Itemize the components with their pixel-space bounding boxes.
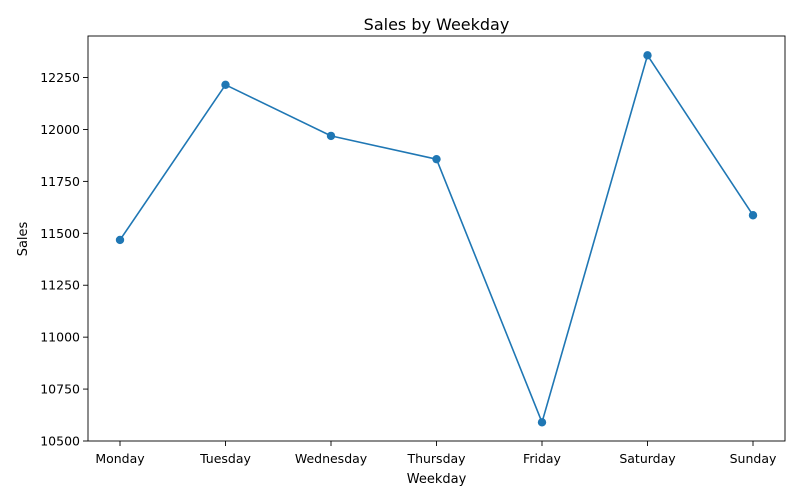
x-tick-label: Saturday xyxy=(619,451,676,466)
chart-title: Sales by Weekday xyxy=(364,15,510,34)
data-point xyxy=(537,418,547,427)
y-tick-label: 11000 xyxy=(40,330,80,345)
x-tick-label: Monday xyxy=(95,451,145,466)
x-tick-label: Tuesday xyxy=(199,451,251,466)
y-tick-label: 12250 xyxy=(40,70,80,85)
data-point xyxy=(221,80,230,90)
x-tick-label: Sunday xyxy=(730,451,777,466)
x-axis-label: Weekday xyxy=(407,472,467,487)
data-point xyxy=(748,211,758,220)
data-point xyxy=(115,235,125,245)
y-tick-label: 11250 xyxy=(40,278,80,293)
y-tick-label: 10750 xyxy=(40,382,80,397)
x-tick-label: Friday xyxy=(523,451,561,466)
x-tick-label: Thursday xyxy=(406,451,466,466)
y-tick-label: 12000 xyxy=(40,122,80,137)
data-point xyxy=(326,131,336,141)
y-tick-label: 11500 xyxy=(40,226,80,241)
y-axis-label: Sales xyxy=(16,221,31,256)
plot-frame xyxy=(87,35,786,442)
y-tick-label: 11750 xyxy=(40,174,80,189)
data-point xyxy=(432,154,441,164)
data-point xyxy=(643,51,652,60)
x-tick-label: Wednesday xyxy=(295,451,368,466)
plot-area: 10500 10750 11000 11250 11500 11750 12000 12250… xyxy=(40,35,786,466)
y-tick-label: 10500 xyxy=(40,434,80,449)
series-line xyxy=(119,54,754,424)
